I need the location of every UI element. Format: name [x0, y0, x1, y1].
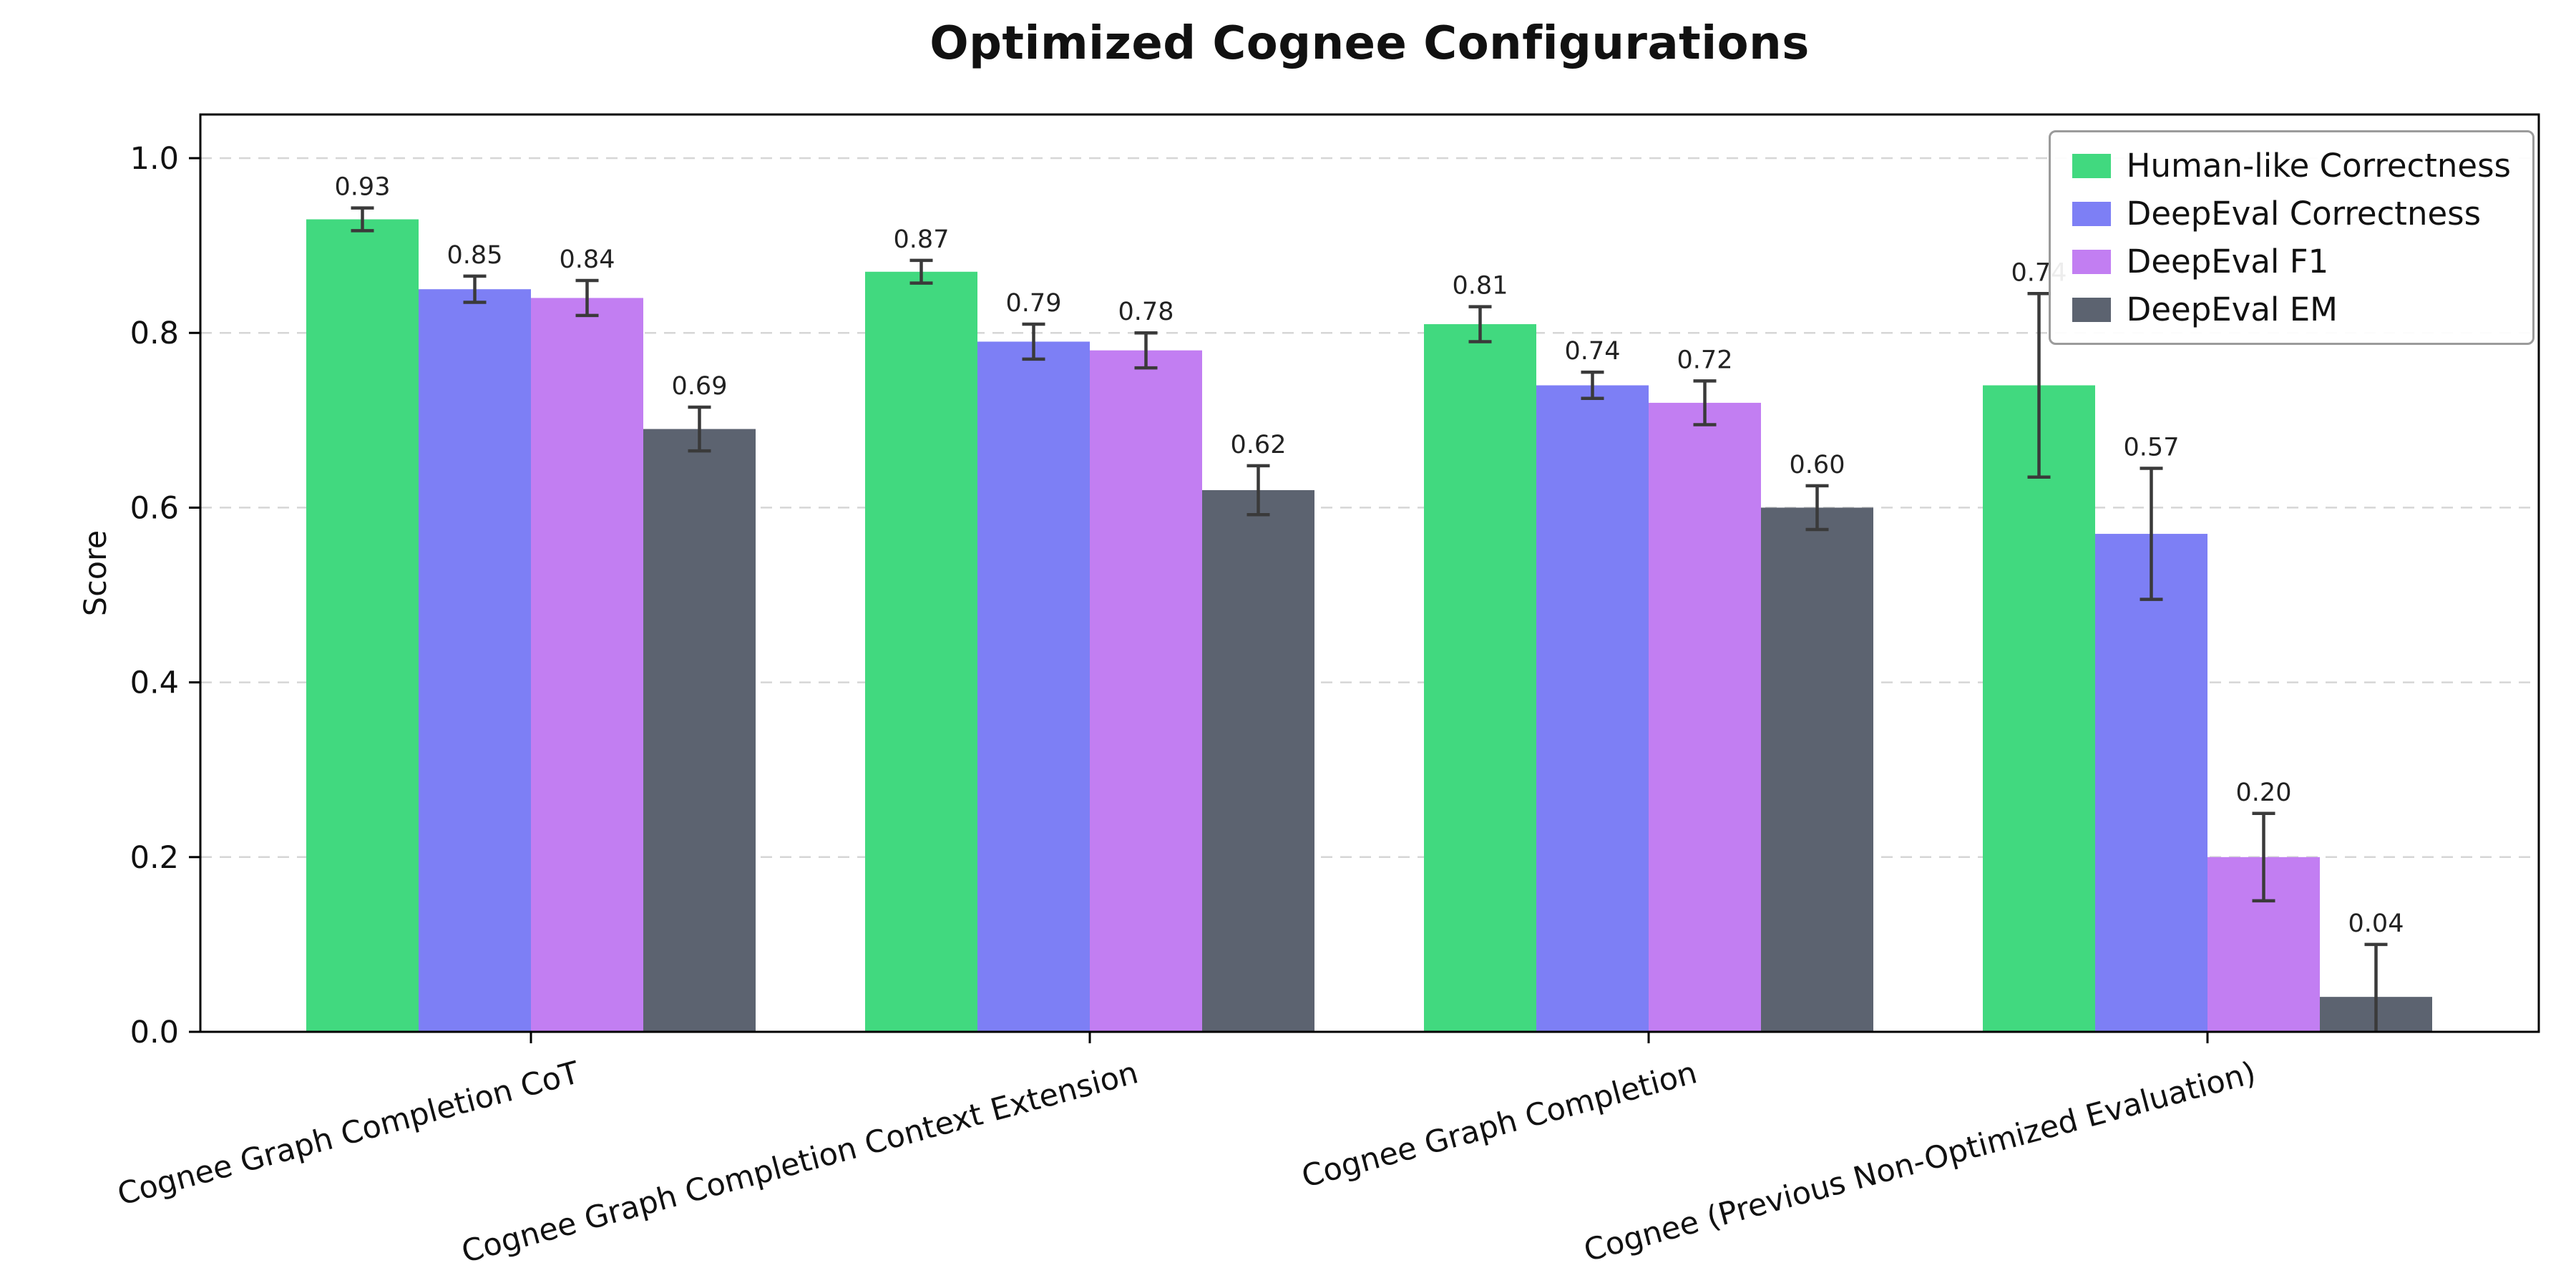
bar	[865, 271, 977, 1032]
bar	[977, 341, 1090, 1032]
bar-value-label: 0.72	[1677, 346, 1733, 374]
chart-title: Optimized Cognee Configurations	[930, 17, 1810, 70]
bar	[1983, 385, 2095, 1032]
legend-label: DeepEval Correctness	[2126, 195, 2482, 233]
bar-value-label: 0.62	[1231, 431, 1287, 459]
bar-value-label: 0.87	[894, 225, 950, 254]
legend-label: DeepEval EM	[2126, 291, 2338, 328]
legend-swatch-icon	[2072, 297, 2111, 322]
bar	[419, 289, 531, 1033]
legend-label: Human-like Correctness	[2126, 147, 2511, 185]
legend-swatch-icon	[2072, 249, 2111, 274]
bar-value-label: 0.20	[2236, 779, 2292, 807]
bar-value-label: 0.81	[1453, 272, 1508, 301]
y-tick-label: 0.4	[130, 665, 179, 701]
legend-item: DeepEval F1	[2072, 243, 2511, 280]
bar	[2095, 534, 2207, 1032]
legend-item: DeepEval Correctness	[2072, 195, 2511, 233]
legend-item: DeepEval EM	[2072, 291, 2511, 328]
bar	[1536, 385, 1649, 1032]
y-tick-label: 0.2	[130, 840, 179, 876]
bar-value-label: 0.78	[1118, 298, 1174, 326]
bar	[1424, 324, 1536, 1032]
bar-value-label: 0.93	[335, 173, 391, 202]
x-tick-label: Cognee Graph Completion	[1298, 1055, 1701, 1195]
bar-value-label: 0.69	[672, 372, 728, 401]
axes-frame	[199, 113, 2540, 1033]
y-axis-label: Score	[78, 530, 114, 616]
bar-value-label: 0.57	[2124, 433, 2180, 462]
legend-swatch-icon	[2072, 153, 2111, 178]
bar	[1649, 402, 1761, 1032]
bar	[531, 298, 643, 1032]
bar	[1090, 350, 1202, 1033]
bar	[1761, 507, 1873, 1032]
bar-value-label: 0.84	[560, 245, 615, 274]
bar-value-label: 0.85	[447, 241, 503, 270]
chart-legend: Human-like Correctness DeepEval Correctne…	[2048, 130, 2534, 345]
y-tick-label: 0.0	[130, 1015, 179, 1050]
y-tick-label: 1.0	[130, 141, 179, 177]
legend-item: Human-like Correctness	[2072, 147, 2511, 185]
bar	[306, 219, 419, 1032]
bar-value-label: 0.60	[1790, 451, 1845, 479]
x-tick-label: Cognee Graph Completion CoT	[114, 1055, 584, 1213]
legend-label: DeepEval F1	[2126, 243, 2329, 280]
bar	[643, 429, 756, 1032]
y-tick-label: 0.8	[130, 316, 179, 351]
bar-value-label: 0.74	[1565, 337, 1621, 366]
legend-swatch-icon	[2072, 201, 2111, 226]
bar	[1202, 490, 1314, 1032]
y-tick-label: 0.6	[130, 490, 179, 526]
bar-value-label: 0.79	[1006, 289, 1062, 318]
bar-value-label: 0.04	[2348, 909, 2404, 938]
